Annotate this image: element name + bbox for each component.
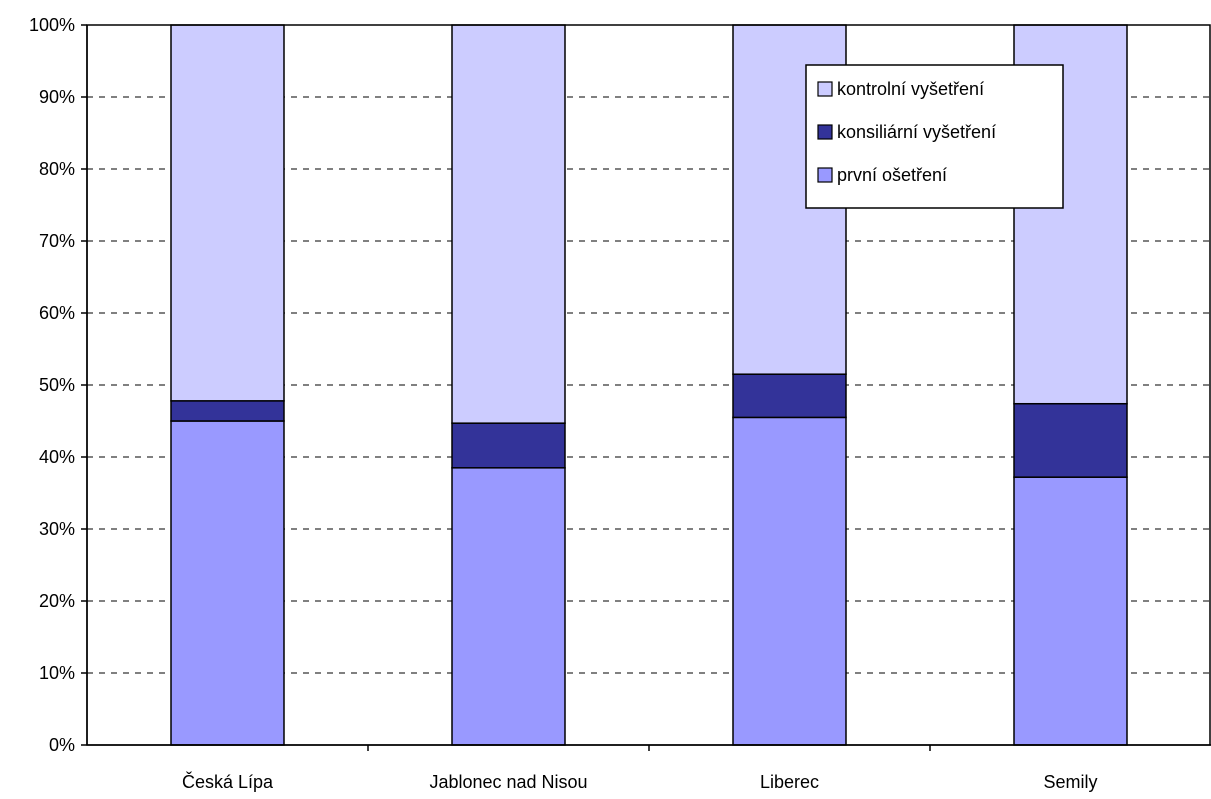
- legend-label: konsiliární vyšetření: [837, 122, 996, 142]
- y-tick-label: 70%: [39, 231, 75, 251]
- legend-box: [805, 64, 1064, 209]
- y-tick-label: 50%: [39, 375, 75, 395]
- y-tick-label: 80%: [39, 159, 75, 179]
- legend-label: první ošetření: [837, 165, 947, 185]
- x-category-label: Jablonec nad Nisou: [429, 772, 587, 792]
- bar-segment: [170, 400, 285, 422]
- x-category-label: Semily: [1043, 772, 1097, 792]
- y-tick-label: 30%: [39, 519, 75, 539]
- legend-swatch: [817, 124, 833, 140]
- bar-segment: [1013, 402, 1128, 478]
- bar-segment: [170, 420, 285, 746]
- y-tick-label: 10%: [39, 663, 75, 683]
- x-category-label: Liberec: [760, 772, 819, 792]
- bar-segment: [732, 416, 847, 746]
- y-tick-label: 60%: [39, 303, 75, 323]
- legend-label: kontrolní vyšetření: [837, 79, 984, 99]
- legend-swatch: [817, 167, 833, 183]
- y-tick-label: 0%: [49, 735, 75, 755]
- bar-segment: [451, 467, 566, 746]
- bar-segment: [170, 24, 285, 402]
- x-category-label: Česká Lípa: [182, 771, 274, 792]
- y-tick-label: 90%: [39, 87, 75, 107]
- bar-segment: [732, 373, 847, 419]
- legend-swatch: [817, 81, 833, 97]
- y-tick-label: 20%: [39, 591, 75, 611]
- bar-segment: [451, 24, 566, 424]
- y-tick-label: 100%: [29, 15, 75, 35]
- y-tick-label: 40%: [39, 447, 75, 467]
- axes: 0% 10% 20% 30% 40% 50% 60% 70% 80% 90% 100% Česká L…: [29, 15, 1211, 792]
- legend: kontrolní vyšetření konsiliární vyšetření…: [805, 64, 1064, 209]
- bar-segment: [451, 422, 566, 469]
- bar-segment: [1013, 476, 1128, 746]
